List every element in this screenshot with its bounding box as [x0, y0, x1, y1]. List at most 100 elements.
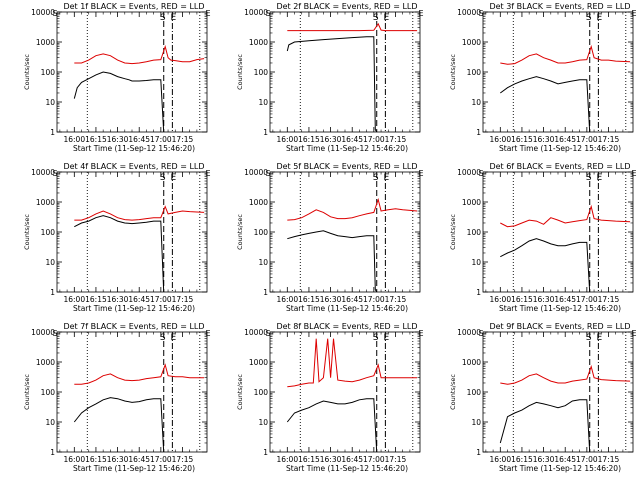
end-marker-label: E [597, 173, 603, 183]
x-tick-label: 16:15 [85, 135, 107, 144]
x-tick-label: 16:45 [554, 455, 576, 464]
x-tick-label: 16:00 [276, 135, 298, 144]
x-tick-label: 16:45 [341, 455, 363, 464]
x-tick-label: 16:45 [341, 135, 363, 144]
y-tick-label: 10000 [31, 328, 55, 337]
x-axis-label: Start Time (11-Sep-12 15:46:20) [499, 464, 621, 473]
corner-end-label: E [631, 9, 636, 18]
plot-area [499, 332, 631, 452]
y-axis-label: Counts/sec [449, 54, 457, 90]
x-tick-label: 17:00 [576, 455, 598, 464]
x-axis-label: Start Time (11-Sep-12 15:46:20) [499, 304, 621, 313]
y-tick-label: 10000 [31, 8, 55, 17]
corner-start-label: S [52, 169, 57, 178]
panel-title: Det 6f BLACK = Events, RED = LLD [489, 162, 630, 171]
panel-title: Det 8f BLACK = Events, RED = LLD [276, 322, 417, 331]
start-marker-label: S [373, 173, 379, 183]
panel-title: Det 4f BLACK = Events, RED = LLD [63, 162, 204, 171]
x-tick-label: 16:15 [298, 455, 320, 464]
plot-area [500, 172, 631, 292]
corner-end-label: E [418, 9, 423, 18]
corner-end-label: E [205, 169, 210, 178]
series-line-lld [287, 22, 418, 32]
corner-end-label: E [205, 9, 210, 18]
x-tick-label: 17:00 [150, 455, 172, 464]
panel-det-4: Det 4f BLACK = Events, RED = LLD 1 10 100 10… [23, 162, 211, 313]
panel-det-7: Det 7f BLACK = Events, RED = LLD 1 10 100 10… [23, 322, 211, 473]
y-tick-label: 1 [50, 288, 55, 297]
series-line-events [500, 76, 591, 132]
plot-area [73, 12, 205, 132]
x-tick-label: 16:15 [298, 295, 320, 304]
y-tick-label: 10 [45, 418, 55, 427]
x-tick-label: 16:30 [107, 455, 129, 464]
x-tick-label: 16:00 [63, 455, 85, 464]
y-tick-label: 10 [45, 258, 55, 267]
panel-det-6: Det 6f BLACK = Events, RED = LLD 1 10 100 10… [449, 162, 637, 313]
x-tick-label: 16:15 [511, 455, 533, 464]
x-tick-label: 16:30 [533, 455, 555, 464]
plot-area [500, 12, 631, 132]
start-marker-label: S [586, 13, 592, 23]
x-tick-label: 16:15 [511, 295, 533, 304]
y-tick-label: 10 [258, 418, 268, 427]
y-tick-label: 1 [263, 448, 268, 457]
x-tick-label: 16:30 [107, 295, 129, 304]
x-tick-label: 16:45 [341, 295, 363, 304]
start-marker-label: S [373, 333, 379, 343]
panel-det-2: Det 2f BLACK = Events, RED = LLD 1 10 100 10… [236, 2, 424, 153]
corner-end-label: E [418, 329, 423, 338]
y-tick-label: 10000 [31, 168, 55, 177]
x-tick-label: 16:30 [107, 135, 129, 144]
start-marker-label: S [160, 333, 166, 343]
y-tick-label: 10 [471, 98, 481, 107]
end-marker-label: E [171, 333, 177, 343]
series-line-events [73, 397, 165, 452]
corner-start-label: S [478, 329, 483, 338]
end-marker-label: E [384, 333, 390, 343]
corner-start-label: S [265, 9, 270, 18]
series-line-lld [500, 44, 631, 65]
x-tick-label: 16:15 [85, 295, 107, 304]
end-marker-label: E [171, 13, 177, 23]
y-tick-label: 100 [254, 68, 269, 77]
plot-area [286, 332, 418, 452]
y-tick-label: 1000 [462, 358, 481, 367]
panel-title: Det 1f BLACK = Events, RED = LLD [63, 2, 204, 11]
y-axis-label: Counts/sec [23, 374, 31, 410]
series-line-lld [500, 204, 631, 228]
y-tick-label: 10000 [244, 328, 268, 337]
series-line-events [286, 36, 378, 132]
series-line-events [500, 238, 591, 292]
x-axis-label: Start Time (11-Sep-12 15:46:20) [73, 464, 195, 473]
y-axis-label: Counts/sec [23, 54, 31, 90]
x-tick-label: 17:00 [363, 455, 385, 464]
series-line-events [286, 398, 378, 452]
x-tick-label: 17:00 [363, 295, 385, 304]
panel-title: Det 9f BLACK = Events, RED = LLD [489, 322, 630, 331]
end-marker-label: E [597, 13, 603, 23]
y-axis-label: Counts/sec [449, 374, 457, 410]
y-axis-label: Counts/sec [23, 214, 31, 250]
x-tick-label: 16:30 [533, 295, 555, 304]
x-tick-label: 16:45 [554, 135, 576, 144]
y-tick-label: 10000 [457, 328, 481, 337]
panel-title: Det 5f BLACK = Events, RED = LLD [276, 162, 417, 171]
y-axis-label: Counts/sec [236, 374, 244, 410]
panel-det-3: Det 3f BLACK = Events, RED = LLD 1 10 100 10… [449, 2, 637, 153]
x-axis-label: Start Time (11-Sep-12 15:46:20) [73, 144, 195, 153]
corner-end-label: E [631, 329, 636, 338]
end-marker-label: E [171, 173, 177, 183]
y-tick-label: 10 [471, 418, 481, 427]
x-tick-label: 17:00 [150, 295, 172, 304]
x-tick-label: 16:45 [128, 455, 150, 464]
end-marker-label: E [384, 13, 390, 23]
x-tick-label: 17:15 [172, 295, 194, 304]
x-tick-label: 17:15 [598, 135, 620, 144]
end-marker-label: E [597, 333, 603, 343]
y-tick-label: 100 [467, 228, 482, 237]
x-tick-label: 17:00 [576, 295, 598, 304]
y-tick-label: 1000 [36, 38, 55, 47]
x-tick-label: 16:30 [320, 135, 342, 144]
